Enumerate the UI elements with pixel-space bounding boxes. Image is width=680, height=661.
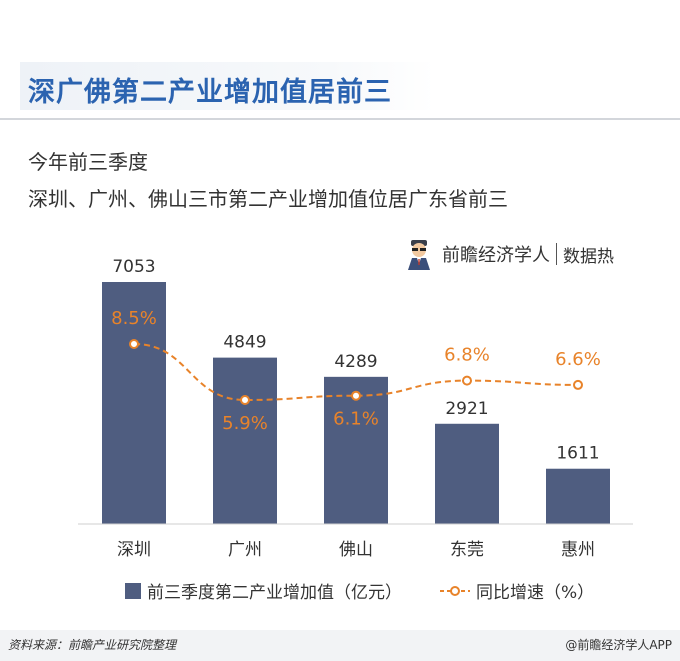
growth-value-label: 6.1%: [333, 409, 379, 430]
subtitle-summary: 深圳、广州、佛山三市第二产业增加值位居广东省前三: [28, 187, 508, 211]
bar-value-label: 4289: [334, 352, 377, 372]
x-tick-labels: 深圳 广州 佛山 东莞 惠州: [117, 540, 595, 560]
growth-value-label: 6.6%: [555, 349, 601, 370]
x-tick-label: 佛山: [339, 540, 373, 560]
brand-name: 前瞻经济学人: [442, 245, 550, 266]
growth-point-惠州: [573, 379, 583, 390]
bar-惠州: [546, 468, 610, 524]
source-note: 资料来源：前瞻产业研究院整理: [8, 638, 177, 652]
growth-value-labels: 8.5% 5.9% 6.1% 6.8% 6.6%: [111, 308, 601, 434]
footer-credit: @前瞻经济学人APP: [565, 638, 672, 652]
bar-value-label: 4849: [223, 333, 266, 353]
growth-point-深圳: [129, 339, 139, 349]
x-tick-label: 东莞: [450, 540, 484, 560]
bar-value-label: 7053: [112, 257, 155, 277]
bar-value-label: 1611: [556, 444, 599, 464]
bar-深圳: [102, 282, 166, 524]
bar-value-labels: 7053 4849 4289 2921 1611: [112, 257, 599, 464]
growth-value-label: 6.8%: [444, 345, 490, 366]
legend-line-swatch: [440, 585, 470, 596]
legend-line-label: 同比增速（%）: [476, 583, 595, 603]
growth-line: [133, 343, 579, 402]
bar-value-label: 2921: [445, 399, 488, 419]
subtitle-period: 今年前三季度: [28, 150, 148, 174]
growth-point-东莞: [462, 375, 472, 386]
growth-value-label: 5.9%: [222, 413, 268, 434]
title-banner: [20, 62, 435, 110]
economist-avatar-icon: [408, 240, 430, 270]
x-tick-label: 惠州: [561, 540, 595, 560]
growth-points: [129, 339, 583, 405]
brand-mark: 前瞻经济学人 数据热: [402, 238, 614, 270]
growth-value-label: 8.5%: [111, 308, 157, 329]
legend-bar-swatch: [125, 582, 141, 599]
growth-point-佛山: [351, 390, 361, 401]
bar-佛山: [324, 376, 388, 524]
x-tick-label: 广州: [228, 540, 262, 560]
title-divider: [0, 118, 680, 120]
bar-广州: [213, 357, 277, 524]
legend-bar-label: 前三季度第二产业增加值（亿元）: [147, 583, 402, 603]
bar-东莞: [435, 423, 499, 524]
brand-sub: 数据热: [563, 246, 614, 267]
x-tick-label: 深圳: [117, 540, 151, 560]
page-title: 深广佛第二产业增加值居前三: [28, 77, 392, 108]
brand-separator: [556, 243, 557, 265]
legend: 前三季度第二产业增加值（亿元） 同比增速（%）: [125, 578, 594, 603]
bar-series: [102, 282, 610, 524]
growth-point-广州: [240, 395, 250, 405]
footer-bar: [0, 630, 680, 661]
